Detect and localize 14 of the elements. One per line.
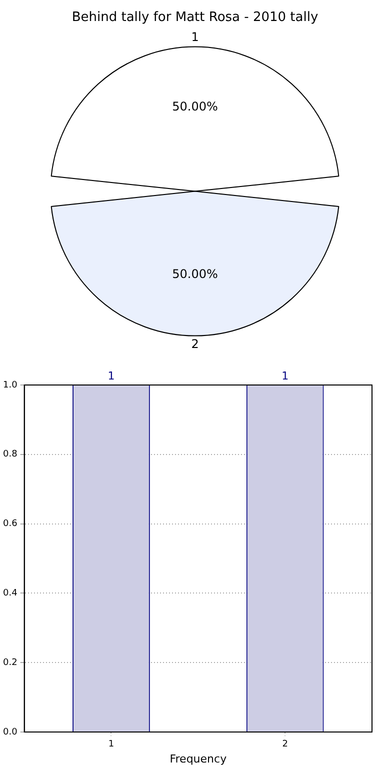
y-tick-label: 0.4 — [2, 588, 18, 599]
y-tick-label: 0.6 — [2, 519, 18, 530]
x-axis-title: Frequency — [170, 752, 228, 766]
slice-label: 1 — [191, 30, 199, 44]
slice-label: 2 — [191, 336, 199, 351]
y-tick-label: 0.2 — [2, 658, 18, 668]
chart-title: Behind tally for Matt Rosa - 2010 tally — [72, 10, 318, 26]
data-label: 1 — [108, 369, 115, 382]
y-tick-label: 1.0 — [2, 380, 18, 390]
data-label: 1 — [282, 369, 289, 382]
data-label: 50.00% — [172, 100, 218, 114]
y-tick-label: 0.0 — [2, 727, 18, 738]
data-label: 50.00% — [172, 267, 218, 282]
y-tick-label: 0.8 — [2, 450, 18, 460]
